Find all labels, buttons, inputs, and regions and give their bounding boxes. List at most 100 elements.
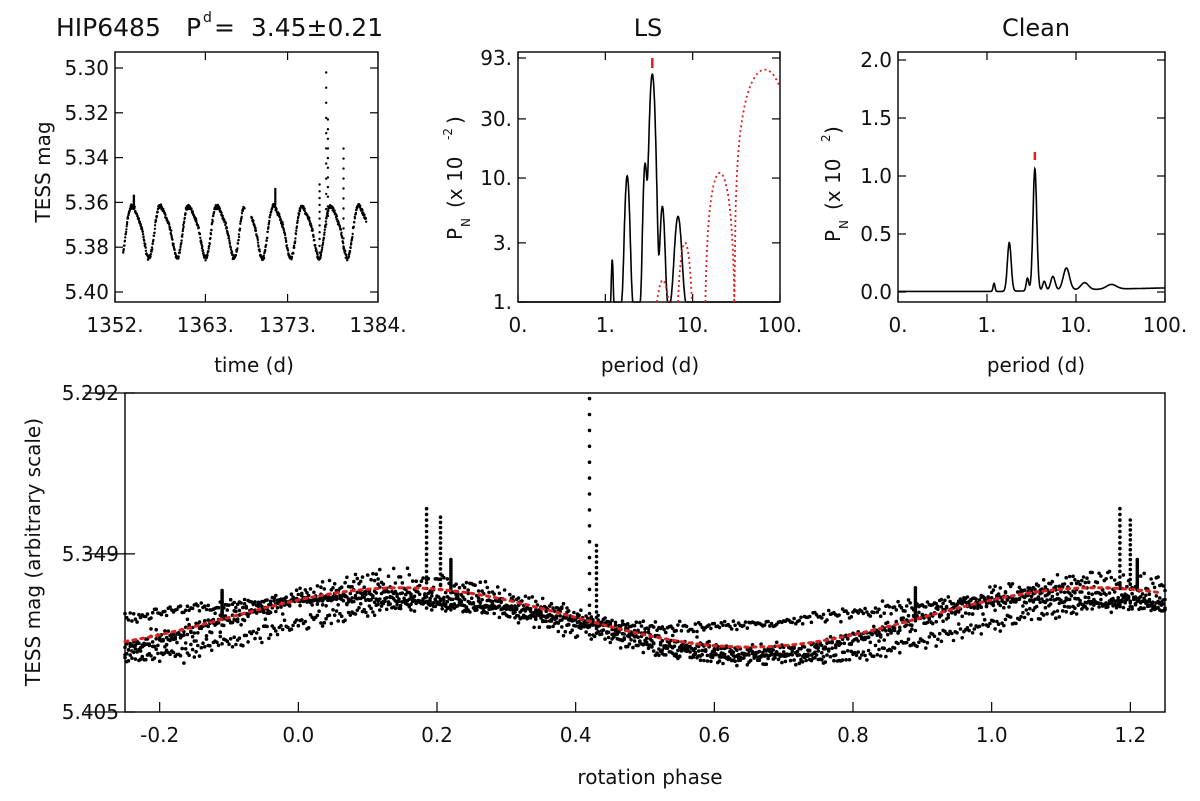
- phased-point: [156, 643, 160, 648]
- phased-point: [700, 652, 704, 657]
- phased-point: [669, 638, 673, 643]
- phased-point: [1121, 573, 1126, 577]
- phased-point: [1073, 578, 1077, 582]
- phased-point: [1054, 616, 1058, 620]
- phased-point: [792, 616, 796, 621]
- phased-point: [535, 610, 540, 614]
- phased-point: [854, 637, 859, 641]
- phased-point: [1074, 612, 1079, 616]
- phased-point: [251, 629, 256, 634]
- phased-point: [984, 604, 989, 608]
- lightcurve-point: [123, 244, 126, 247]
- phased-point: [657, 653, 661, 657]
- phased-point: [813, 655, 817, 660]
- phased-point: [634, 620, 639, 624]
- lightcurve-flare-point: [326, 214, 330, 218]
- phased-point: [965, 626, 970, 630]
- lightcurve-point: [212, 210, 216, 214]
- phased-point: [1080, 590, 1084, 594]
- phased-point: [807, 614, 812, 619]
- phased-point: [480, 589, 484, 593]
- phased-point: [412, 594, 417, 598]
- phased-point: [487, 590, 491, 595]
- phased-point: [570, 628, 574, 632]
- lightcurve-flare-point: [325, 86, 328, 89]
- phased-point: [511, 595, 516, 599]
- lightcurve-point: [207, 250, 210, 253]
- phased-flare-point: [438, 536, 443, 540]
- phased-flare-point: [587, 412, 592, 417]
- phased-point: [1055, 596, 1060, 601]
- phased-xtick-label: 0.2: [421, 723, 453, 747]
- clean-ylabel-exp: 2: [819, 134, 833, 142]
- phased-point: [709, 659, 713, 664]
- phased-point: [693, 622, 698, 626]
- phased-point: [1132, 597, 1136, 601]
- lightcurve-point: [296, 221, 299, 224]
- lightcurve-point: [124, 233, 128, 236]
- phased-point: [1024, 608, 1029, 612]
- lightcurve-point: [152, 234, 156, 237]
- lightcurve-point: [237, 235, 241, 239]
- lightcurve-point: [138, 220, 142, 224]
- phased-point: [764, 649, 769, 653]
- phased-point: [1154, 594, 1159, 598]
- phased-point: [298, 586, 302, 591]
- phased-point: [1014, 621, 1018, 626]
- phased-point: [197, 654, 202, 658]
- phased-point: [196, 603, 200, 608]
- phased-flare-point: [438, 561, 443, 566]
- phased-flare-point: [424, 569, 429, 574]
- phased-point: [846, 611, 850, 616]
- phased-point: [185, 632, 190, 637]
- phased-point: [939, 639, 944, 644]
- phased-point: [721, 661, 725, 666]
- phased-point: [846, 637, 850, 641]
- phased-point: [183, 647, 188, 651]
- lightcurve-ytick-label: 5.40: [64, 280, 109, 304]
- phased-point: [346, 610, 351, 615]
- ls-ytick-label: 93.: [480, 46, 512, 70]
- phased-point: [950, 610, 954, 615]
- phased-flare-point: [1118, 563, 1122, 568]
- phased-point: [781, 654, 786, 658]
- lightcurve-point: [339, 228, 343, 231]
- lightcurve-point: [292, 252, 295, 255]
- phased-point: [981, 612, 985, 616]
- phased-point: [620, 619, 625, 623]
- phased-point: [1086, 595, 1091, 600]
- phased-point: [740, 656, 744, 661]
- phased-point: [913, 628, 918, 633]
- phased-point: [660, 625, 665, 629]
- ls-window-lobe: [677, 242, 693, 303]
- phased-point: [972, 627, 977, 631]
- phased-point: [904, 604, 909, 608]
- phased-point: [589, 637, 594, 641]
- phased-point: [1106, 605, 1110, 609]
- phased-point: [268, 599, 273, 604]
- phased-point: [163, 651, 167, 655]
- phased-point: [371, 610, 375, 614]
- phased-point: [804, 658, 808, 663]
- lightcurve-point: [228, 239, 231, 242]
- phased-point: [393, 599, 398, 603]
- lightcurve-point: [266, 230, 269, 233]
- phased-point: [419, 579, 424, 583]
- phased-point: [352, 599, 356, 604]
- phased-point: [1099, 592, 1103, 596]
- phased-point: [440, 607, 445, 611]
- clean-frame: [897, 51, 1166, 303]
- phased-point: [939, 597, 944, 602]
- phased-point: [1118, 604, 1122, 609]
- phased-point: [993, 584, 997, 588]
- phased-point: [190, 634, 195, 639]
- phased-point: [209, 648, 214, 653]
- phased-flare-point: [587, 508, 592, 512]
- phased-point: [319, 621, 323, 625]
- phased-point: [534, 615, 538, 619]
- phased-point: [482, 605, 486, 610]
- phased-flare-point: [1128, 562, 1133, 567]
- phased-point: [849, 649, 854, 654]
- phased-point: [381, 601, 386, 606]
- phased-point: [639, 624, 644, 628]
